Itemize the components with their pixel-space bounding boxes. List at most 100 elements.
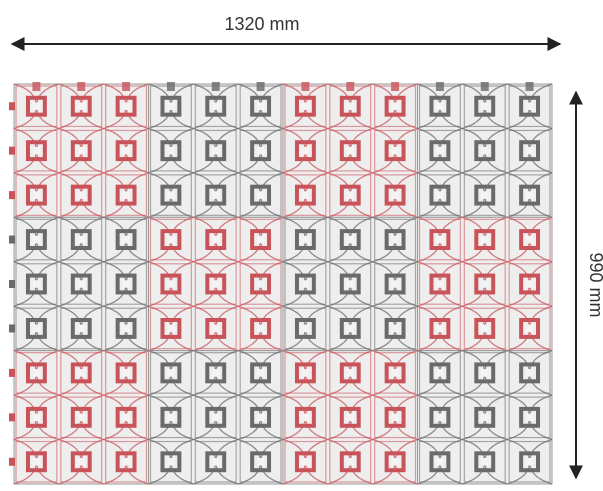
edge-connector: [301, 82, 310, 91]
tile-cell: [417, 172, 463, 218]
tile-cell: [148, 172, 194, 218]
tile-cell: [193, 394, 239, 441]
tile-cell: [237, 83, 284, 130]
tile-cell: [103, 127, 149, 174]
tile-cell: [58, 394, 104, 441]
tile-cell: [327, 172, 373, 218]
tile-cell: [103, 350, 149, 396]
tile-cell: [327, 83, 373, 130]
tile-cell: [58, 216, 104, 263]
edge-connector: [9, 324, 15, 333]
tile-cell: [506, 127, 553, 174]
edge-connector: [480, 82, 489, 91]
tile-cell: [327, 261, 373, 307]
tile-cell: [462, 172, 508, 218]
tile-cell: [148, 83, 194, 130]
tile-cell: [148, 305, 194, 352]
tile-cell: [282, 172, 329, 218]
tile-cell: [506, 438, 553, 485]
tile-cell: [148, 350, 194, 396]
tile-cell: [327, 305, 373, 352]
tile-cell: [58, 350, 104, 396]
tile: [417, 216, 553, 352]
tile-cell: [13, 127, 60, 174]
tile-cell: [372, 305, 418, 352]
tile: [13, 83, 149, 218]
tile-cell: [193, 83, 239, 130]
tile-cell: [462, 216, 508, 263]
tile-cell: [193, 261, 239, 307]
tile-cell: [103, 394, 149, 441]
tile-cell: [58, 83, 104, 130]
edge-connector: [9, 280, 15, 288]
width-dimension-label: 1320 mm: [224, 14, 299, 34]
tile-cell: [327, 394, 373, 441]
tile-cell: [327, 438, 373, 485]
tile-cell: [193, 305, 239, 352]
tile-cell: [58, 127, 104, 174]
tile-cell: [327, 127, 373, 174]
tile-cell: [58, 261, 104, 307]
tile-cell: [193, 172, 239, 218]
edge-connector: [256, 82, 265, 91]
tile-cell: [372, 394, 418, 441]
tile: [417, 350, 553, 485]
tile-cell: [462, 394, 508, 441]
tile-cell: [148, 394, 194, 441]
tile-cell: [372, 350, 418, 396]
tile-cell: [237, 172, 284, 218]
tile-cell: [506, 394, 553, 441]
tile-cell: [13, 216, 60, 263]
tile: [282, 83, 418, 218]
tile-cell: [506, 305, 553, 352]
tile-cell: [103, 216, 149, 263]
tile-cell: [327, 216, 373, 263]
tile-cell: [462, 305, 508, 352]
tile-cell: [103, 261, 149, 307]
tile-cell: [58, 438, 104, 485]
edge-connector: [9, 235, 15, 244]
tile-cell: [148, 261, 194, 307]
tile-cell: [282, 438, 329, 485]
tile-cell: [148, 216, 194, 263]
edge-connector: [32, 82, 41, 91]
tile-cell: [282, 83, 329, 130]
tile-cell: [103, 438, 149, 485]
edge-connector: [122, 82, 131, 91]
edge-connector: [9, 102, 15, 111]
edge-connector: [9, 413, 15, 422]
tile-cell: [506, 172, 553, 218]
tile-cell: [372, 261, 418, 307]
tile: [282, 350, 418, 485]
tile-cell: [506, 216, 553, 263]
tile-cell: [372, 83, 418, 130]
edge-connector: [211, 82, 220, 91]
tile-cell: [13, 394, 60, 441]
tile: [148, 83, 284, 218]
edge-connector: [9, 191, 15, 200]
edge-connector: [9, 457, 15, 466]
tile-cell: [372, 172, 418, 218]
tile-cell: [282, 394, 329, 441]
tile-cell: [506, 350, 553, 396]
tile: [13, 350, 149, 485]
tile-cell: [237, 216, 284, 263]
tile: [417, 83, 553, 218]
tile-cell: [193, 216, 239, 263]
tile-cell: [13, 172, 60, 218]
tile-cell: [462, 261, 508, 307]
height-dimension: 990 mm: [569, 90, 603, 480]
tile-cell: [58, 305, 104, 352]
tile: [282, 216, 418, 352]
tile-cell: [282, 261, 329, 307]
tile-cell: [237, 261, 284, 307]
tile-cell: [13, 438, 60, 485]
edge-connector: [525, 82, 534, 91]
tile-cell: [58, 172, 104, 218]
width-dimension: 1320 mm: [10, 14, 562, 51]
tile-cell: [282, 216, 329, 263]
tile-cell: [13, 305, 60, 352]
tile-cell: [372, 438, 418, 485]
tile-cell: [237, 394, 284, 441]
tile-cell: [237, 438, 284, 485]
